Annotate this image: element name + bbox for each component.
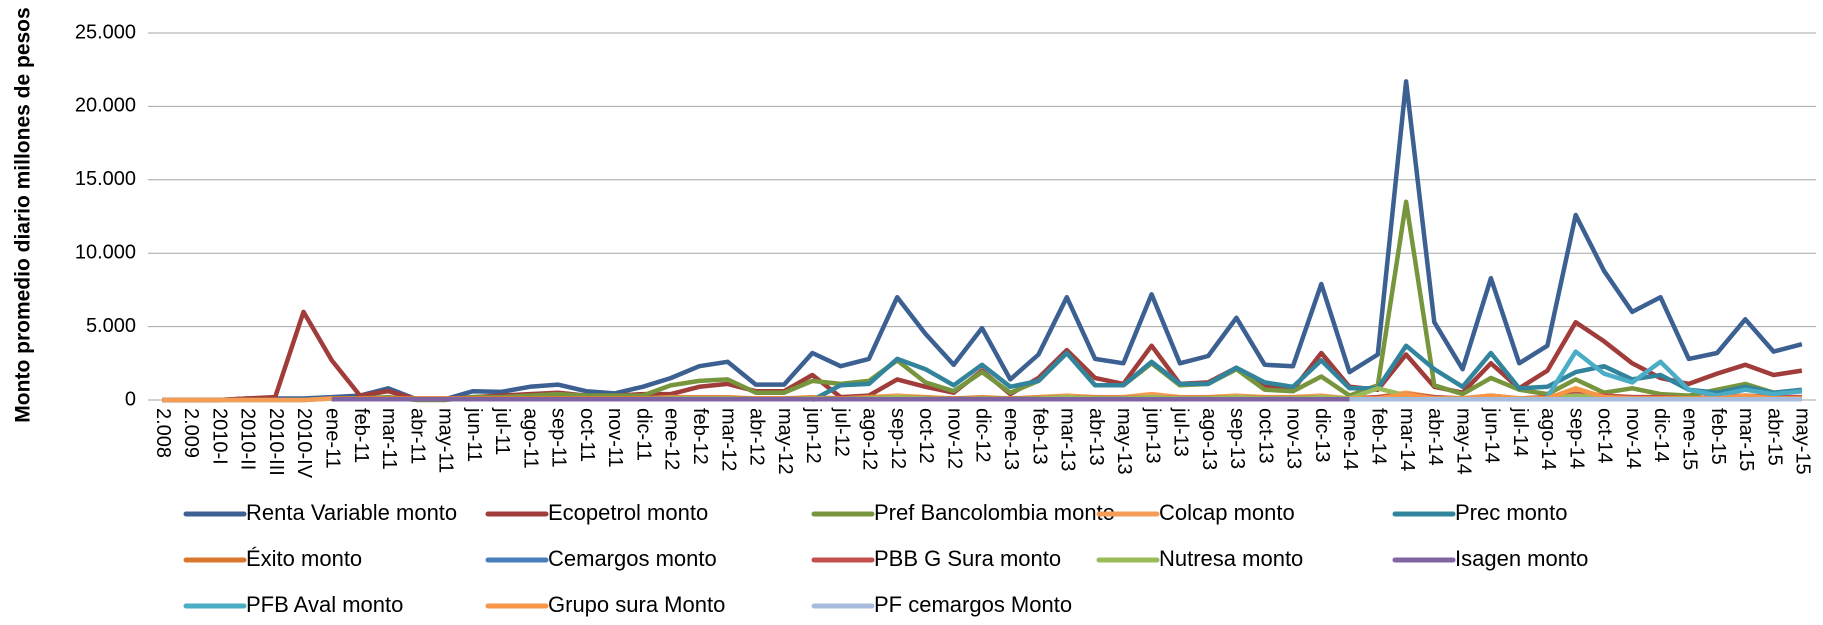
x-tick-label: may-13: [1113, 408, 1135, 475]
x-tick-label: dic-12: [972, 408, 994, 462]
x-tick-label: 2.009: [180, 408, 202, 458]
x-tick-label: mar-12: [717, 408, 739, 471]
x-tick-label: may-12: [774, 408, 796, 475]
legend-label: Pref Bancolombia monto: [874, 500, 1115, 525]
legend-label: Nutresa monto: [1159, 546, 1303, 571]
x-tick-label: mar-15: [1735, 408, 1757, 471]
x-tick-label: oct-12: [915, 408, 937, 464]
x-tick-label: feb-12: [689, 408, 711, 465]
y-tick-label: 5.000: [86, 315, 136, 337]
x-tick-label: may-15: [1792, 408, 1814, 475]
x-tick-label: ago-12: [859, 408, 881, 470]
x-tick-label: ago-14: [1537, 408, 1559, 470]
y-tick-label: 20.000: [75, 95, 136, 117]
legend-label: Grupo sura Monto: [548, 592, 725, 617]
x-tick-label: mar-13: [1057, 408, 1079, 471]
x-tick-label: abr-11: [406, 408, 428, 464]
x-tick-label: oct-11: [576, 408, 598, 462]
x-tick-label: dic-14: [1650, 408, 1672, 462]
x-tick-label: 2010-II: [237, 408, 259, 470]
x-tick-label: sep-14: [1565, 408, 1587, 469]
y-axis-title: Monto promedio diario millones de pesos: [12, 7, 35, 422]
x-tick-label: dic-11: [632, 408, 654, 461]
legend-label: PBB G Sura monto: [874, 546, 1061, 571]
x-tick-label: nov-11: [604, 408, 626, 468]
x-tick-label: mar-11: [378, 408, 400, 470]
x-tick-label: mar-14: [1396, 408, 1418, 471]
x-tick-label: oct-13: [1254, 408, 1276, 464]
x-tick-label: jul-14: [1509, 407, 1531, 457]
x-tick-label: feb-14: [1368, 408, 1390, 465]
y-tick-label: 10.000: [75, 241, 136, 263]
x-tick-label: nov-12: [943, 408, 965, 469]
legend-label: PF cemargos Monto: [874, 592, 1072, 617]
x-tick-label: 2010-III: [265, 408, 287, 476]
x-tick-label: abr-13: [1085, 408, 1107, 466]
x-tick-label: jun-13: [1141, 407, 1163, 464]
legend-label: Colcap monto: [1159, 500, 1295, 525]
x-tick-label: jul-12: [830, 407, 852, 457]
x-tick-label: jun-14: [1481, 407, 1503, 464]
legend-label: PFB Aval monto: [246, 592, 403, 617]
x-tick-label: may-11: [435, 408, 457, 473]
x-tick-label: sep-13: [1226, 408, 1248, 469]
x-tick-label: nov-14: [1622, 408, 1644, 469]
x-tick-label: jul-13: [1170, 407, 1192, 457]
y-tick-label: 25.000: [75, 21, 136, 43]
x-tick-label: may-14: [1452, 408, 1474, 475]
x-tick-label: feb-11: [350, 408, 372, 463]
legend-label: Renta Variable monto: [246, 500, 457, 525]
series-line: [1545, 349, 1803, 399]
y-tick-label: 15.000: [75, 168, 136, 190]
x-tick-label: feb-13: [1028, 408, 1050, 465]
x-tick-label: ene-14: [1339, 408, 1361, 470]
x-tick-label: feb-15: [1707, 408, 1729, 465]
legend-label: Ecopetrol monto: [548, 500, 708, 525]
y-tick-label: 0: [125, 388, 136, 410]
x-tick-label: ene-15: [1678, 408, 1700, 470]
x-tick-label: abr-12: [746, 408, 768, 466]
x-tick-label: abr-15: [1763, 408, 1785, 466]
x-tick-label: 2010-I: [208, 408, 230, 465]
x-tick-label: ago-13: [1198, 408, 1220, 470]
legend-label: Cemargos monto: [548, 546, 717, 571]
x-tick-label: ene-11: [321, 408, 343, 469]
x-tick-label: jun-12: [802, 407, 824, 464]
legend-label: Isagen monto: [1455, 546, 1588, 571]
x-tick-label: oct-14: [1594, 408, 1616, 464]
x-tick-label: 2.008: [152, 408, 174, 458]
x-tick-label: jul-11: [491, 407, 513, 455]
x-tick-label: ene-12: [661, 408, 683, 470]
x-tick-label: sep-12: [887, 408, 909, 469]
x-tick-label: sep-11: [548, 408, 570, 468]
x-tick-label: dic-13: [1311, 408, 1333, 462]
x-tick-label: 2010-IV: [293, 408, 315, 479]
x-tick-label: ene-13: [1000, 408, 1022, 470]
x-tick-label: abr-14: [1424, 408, 1446, 466]
x-tick-label: ago-11: [519, 408, 541, 469]
x-tick-label: nov-13: [1283, 408, 1305, 469]
legend-label: Prec monto: [1455, 500, 1568, 525]
x-tick-label: jun-11: [463, 407, 485, 462]
legend-label: Éxito monto: [246, 546, 362, 571]
